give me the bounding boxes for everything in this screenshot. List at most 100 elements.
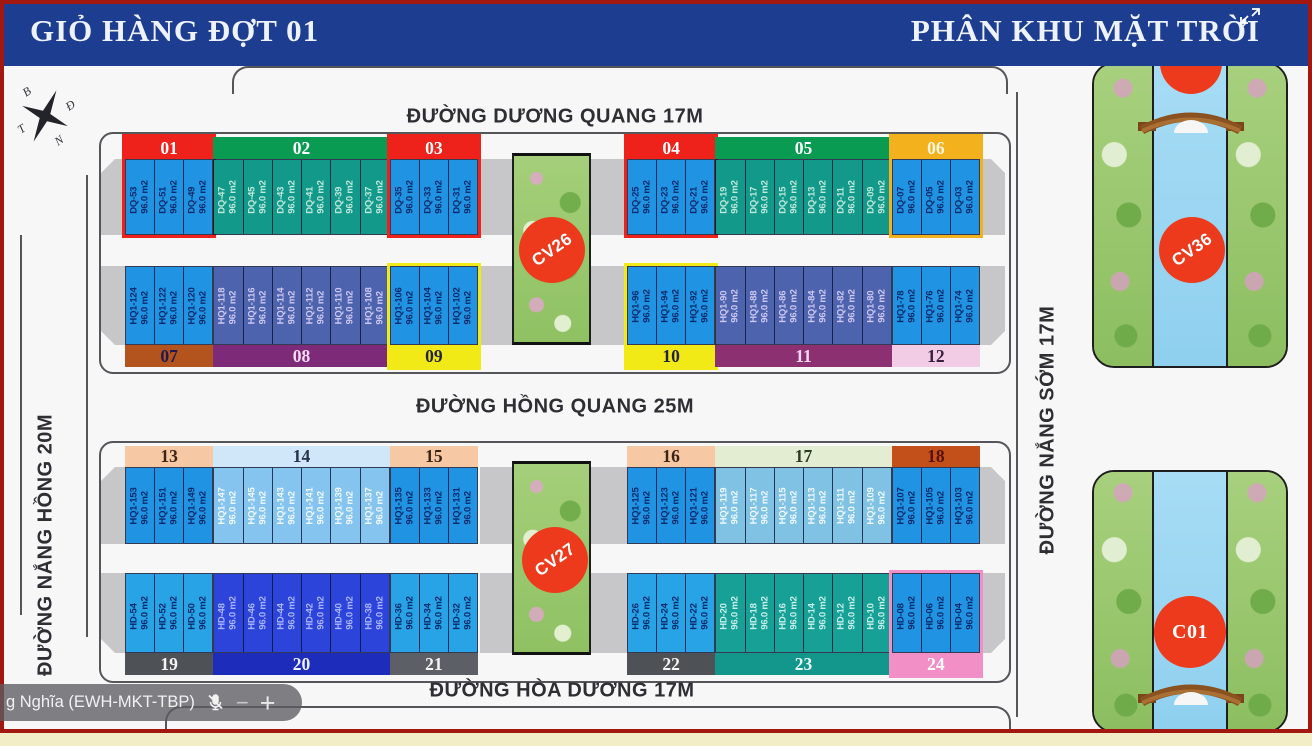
plot-HQ1-116[interactable]: HQ1-116 96.0 m2 (242, 267, 272, 344)
plot-HD-04[interactable]: HD-04 96.0 m2 (949, 574, 979, 652)
plot-HQ1-137[interactable]: HQ1-137 96.0 m2 (359, 468, 389, 543)
plot-HQ1-123[interactable]: HQ1-123 96.0 m2 (656, 468, 686, 543)
plot-HQ1-108[interactable]: HQ1-108 96.0 m2 (359, 267, 389, 344)
plot-DQ-51[interactable]: DQ-51 96.0 m2 (154, 160, 184, 234)
plot-DQ-49[interactable]: DQ-49 96.0 m2 (183, 160, 213, 234)
plot-HD-36[interactable]: HD-36 96.0 m2 (390, 574, 419, 652)
plot-HQ1-74[interactable]: HQ1-74 96.0 m2 (949, 267, 979, 344)
plot-HD-26[interactable]: HD-26 96.0 m2 (628, 574, 657, 652)
plot-DQ-13[interactable]: DQ-13 96.0 m2 (803, 160, 833, 234)
plot-HD-44[interactable]: HD-44 96.0 m2 (271, 574, 301, 652)
mic-off-icon[interactable] (206, 693, 225, 712)
plot-HD-32[interactable]: HD-32 96.0 m2 (447, 574, 477, 652)
plot-DQ-03[interactable]: DQ-03 96.0 m2 (949, 160, 979, 234)
plot-DQ-35[interactable]: DQ-35 96.0 m2 (390, 160, 419, 234)
plot-HQ1-82[interactable]: HQ1-82 96.0 m2 (832, 267, 862, 344)
plot-HQ1-106[interactable]: HQ1-106 96.0 m2 (390, 267, 419, 344)
plot-HD-20[interactable]: HD-20 96.0 m2 (716, 574, 745, 652)
plot-HD-06[interactable]: HD-06 96.0 m2 (920, 574, 950, 652)
plot-HQ1-145[interactable]: HQ1-145 96.0 m2 (242, 468, 272, 543)
zoom-in-button[interactable]: + (259, 687, 276, 718)
plot-HD-18[interactable]: HD-18 96.0 m2 (744, 574, 774, 652)
plot-DQ-05[interactable]: DQ-05 96.0 m2 (920, 160, 950, 234)
plot-HD-38[interactable]: HD-38 96.0 m2 (359, 574, 389, 652)
plot-DQ-25[interactable]: DQ-25 96.0 m2 (628, 160, 657, 234)
plot-DQ-47[interactable]: DQ-47 96.0 m2 (214, 160, 243, 234)
plot-HQ1-76[interactable]: HQ1-76 96.0 m2 (920, 267, 950, 344)
plot-HQ1-125[interactable]: HQ1-125 96.0 m2 (628, 468, 657, 543)
plot-HD-34[interactable]: HD-34 96.0 m2 (418, 574, 448, 652)
plot-HQ1-115[interactable]: HQ1-115 96.0 m2 (773, 468, 803, 543)
plot-HD-40[interactable]: HD-40 96.0 m2 (330, 574, 360, 652)
plot-HQ1-80[interactable]: HQ1-80 96.0 m2 (861, 267, 891, 344)
plot-HQ1-143[interactable]: HQ1-143 96.0 m2 (271, 468, 301, 543)
plot-DQ-31[interactable]: DQ-31 96.0 m2 (447, 160, 477, 234)
plot-HQ1-139[interactable]: HQ1-139 96.0 m2 (330, 468, 360, 543)
plot-DQ-19[interactable]: DQ-19 96.0 m2 (716, 160, 745, 234)
plot-HQ1-114[interactable]: HQ1-114 96.0 m2 (271, 267, 301, 344)
plot-DQ-37[interactable]: DQ-37 96.0 m2 (359, 160, 389, 234)
expand-icon[interactable] (1237, 6, 1263, 26)
plot-HQ1-153[interactable]: HQ1-153 96.0 m2 (126, 468, 155, 543)
plot-HQ1-111[interactable]: HQ1-111 96.0 m2 (832, 468, 862, 543)
plot-HQ1-107[interactable]: HQ1-107 96.0 m2 (892, 468, 921, 543)
plot-HQ1-119[interactable]: HQ1-119 96.0 m2 (716, 468, 745, 543)
plot-DQ-53[interactable]: DQ-53 96.0 m2 (126, 160, 155, 234)
plot-HQ1-151[interactable]: HQ1-151 96.0 m2 (154, 468, 184, 543)
plot-HQ1-90[interactable]: HQ1-90 96.0 m2 (716, 267, 745, 344)
plot-DQ-23[interactable]: DQ-23 96.0 m2 (656, 160, 686, 234)
plot-DQ-21[interactable]: DQ-21 96.0 m2 (685, 160, 715, 234)
plot-HQ1-110[interactable]: HQ1-110 96.0 m2 (330, 267, 360, 344)
plot-HQ1-120[interactable]: HQ1-120 96.0 m2 (183, 267, 213, 344)
plot-HD-14[interactable]: HD-14 96.0 m2 (803, 574, 833, 652)
plot-HD-48[interactable]: HD-48 96.0 m2 (214, 574, 243, 652)
plot-HD-22[interactable]: HD-22 96.0 m2 (685, 574, 715, 652)
plot-HQ1-96[interactable]: HQ1-96 96.0 m2 (628, 267, 657, 344)
plot-DQ-45[interactable]: DQ-45 96.0 m2 (242, 160, 272, 234)
plot-HQ1-105[interactable]: HQ1-105 96.0 m2 (920, 468, 950, 543)
plot-HQ1-103[interactable]: HQ1-103 96.0 m2 (949, 468, 979, 543)
plot-DQ-07[interactable]: DQ-07 96.0 m2 (892, 160, 921, 234)
plot-HQ1-104[interactable]: HQ1-104 96.0 m2 (418, 267, 448, 344)
plot-HQ1-133[interactable]: HQ1-133 96.0 m2 (418, 468, 448, 543)
plot-HQ1-124[interactable]: HQ1-124 96.0 m2 (126, 267, 155, 344)
plot-HQ1-94[interactable]: HQ1-94 96.0 m2 (656, 267, 686, 344)
plot-HQ1-86[interactable]: HQ1-86 96.0 m2 (773, 267, 803, 344)
plot-HD-46[interactable]: HD-46 96.0 m2 (242, 574, 272, 652)
plot-HQ1-112[interactable]: HQ1-112 96.0 m2 (301, 267, 331, 344)
plot-DQ-17[interactable]: DQ-17 96.0 m2 (744, 160, 774, 234)
plot-HQ1-147[interactable]: HQ1-147 96.0 m2 (214, 468, 243, 543)
plot-HD-12[interactable]: HD-12 96.0 m2 (832, 574, 862, 652)
plot-HQ1-109[interactable]: HQ1-109 96.0 m2 (861, 468, 891, 543)
zoom-out-button[interactable]: − (235, 689, 249, 715)
plot-HQ1-121[interactable]: HQ1-121 96.0 m2 (685, 468, 715, 543)
plot-HD-42[interactable]: HD-42 96.0 m2 (301, 574, 331, 652)
plot-HQ1-122[interactable]: HQ1-122 96.0 m2 (154, 267, 184, 344)
plot-HQ1-84[interactable]: HQ1-84 96.0 m2 (803, 267, 833, 344)
plot-HQ1-113[interactable]: HQ1-113 96.0 m2 (803, 468, 833, 543)
plot-DQ-15[interactable]: DQ-15 96.0 m2 (773, 160, 803, 234)
plot-HD-24[interactable]: HD-24 96.0 m2 (656, 574, 686, 652)
plot-HQ1-78[interactable]: HQ1-78 96.0 m2 (892, 267, 921, 344)
plot-DQ-43[interactable]: DQ-43 96.0 m2 (271, 160, 301, 234)
plot-HQ1-149[interactable]: HQ1-149 96.0 m2 (183, 468, 213, 543)
plot-HD-08[interactable]: HD-08 96.0 m2 (892, 574, 921, 652)
plot-HQ1-88[interactable]: HQ1-88 96.0 m2 (744, 267, 774, 344)
plot-DQ-33[interactable]: DQ-33 96.0 m2 (418, 160, 448, 234)
plot-HQ1-135[interactable]: HQ1-135 96.0 m2 (390, 468, 419, 543)
plot-HQ1-131[interactable]: HQ1-131 96.0 m2 (447, 468, 477, 543)
plot-HD-52[interactable]: HD-52 96.0 m2 (154, 574, 184, 652)
plot-HQ1-118[interactable]: HQ1-118 96.0 m2 (214, 267, 243, 344)
plot-HQ1-92[interactable]: HQ1-92 96.0 m2 (685, 267, 715, 344)
plot-HD-50[interactable]: HD-50 96.0 m2 (183, 574, 213, 652)
plot-DQ-41[interactable]: DQ-41 96.0 m2 (301, 160, 331, 234)
plot-HQ1-102[interactable]: HQ1-102 96.0 m2 (447, 267, 477, 344)
plot-HD-10[interactable]: HD-10 96.0 m2 (861, 574, 891, 652)
plot-HD-54[interactable]: HD-54 96.0 m2 (126, 574, 155, 652)
plot-HQ1-141[interactable]: HQ1-141 96.0 m2 (301, 468, 331, 543)
plot-DQ-11[interactable]: DQ-11 96.0 m2 (832, 160, 862, 234)
plot-HD-16[interactable]: HD-16 96.0 m2 (773, 574, 803, 652)
plot-HQ1-117[interactable]: HQ1-117 96.0 m2 (744, 468, 774, 543)
plot-DQ-09[interactable]: DQ-09 96.0 m2 (861, 160, 891, 234)
plot-DQ-39[interactable]: DQ-39 96.0 m2 (330, 160, 360, 234)
